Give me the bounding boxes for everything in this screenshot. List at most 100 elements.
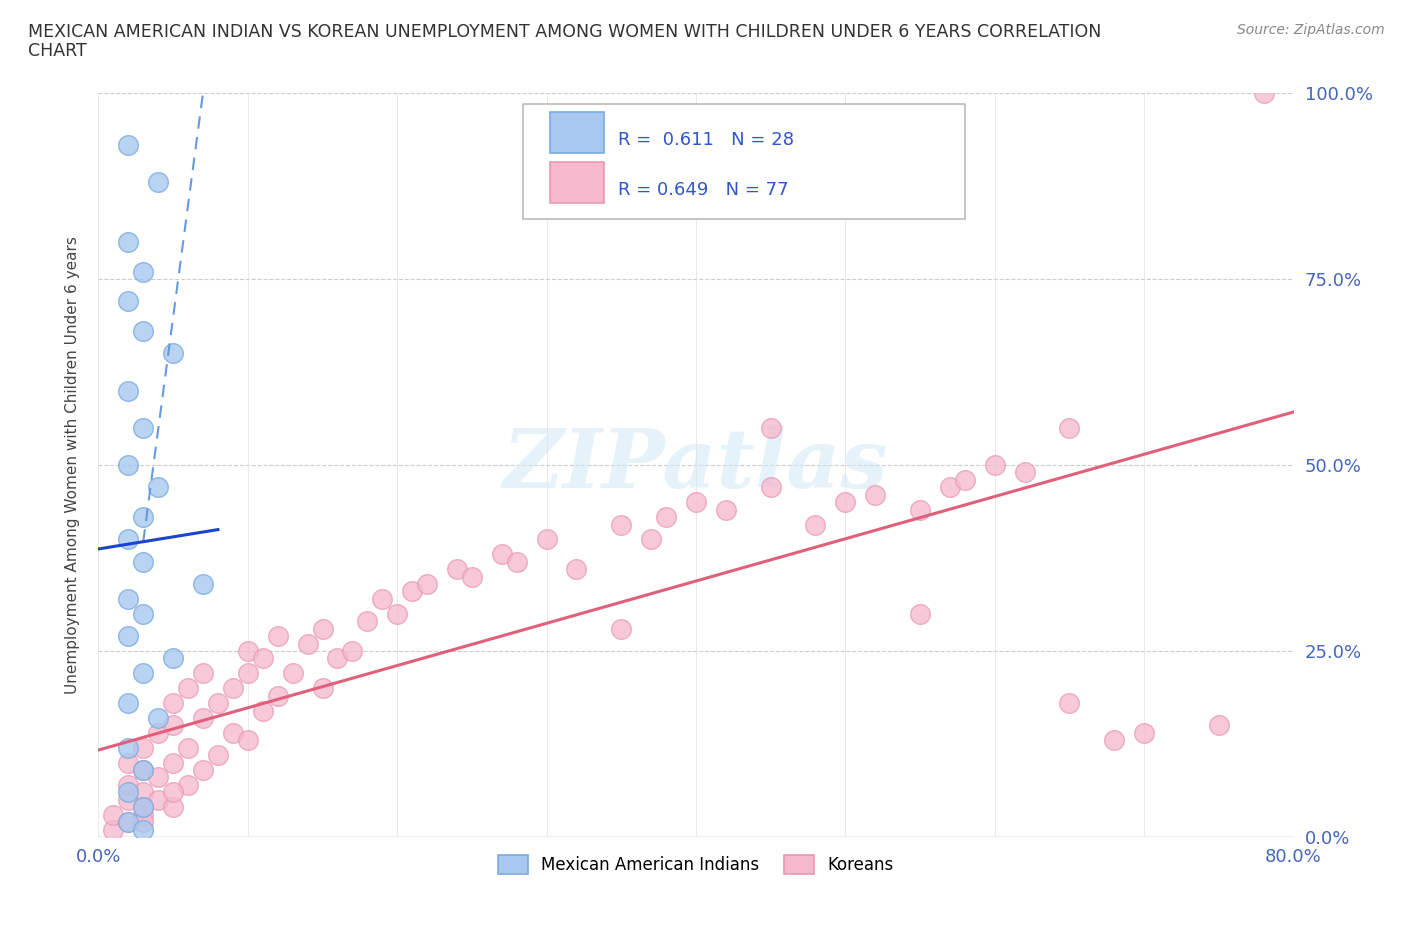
Point [191, 577, 214, 591]
Point [1208, 718, 1230, 733]
Point [506, 554, 529, 569]
Point [132, 420, 155, 435]
Point [132, 324, 155, 339]
Point [401, 584, 423, 599]
Point [281, 666, 304, 681]
Point [117, 138, 139, 153]
Point [117, 777, 139, 792]
Point [834, 495, 856, 510]
Point [177, 740, 200, 755]
FancyBboxPatch shape [523, 104, 965, 219]
Point [311, 681, 333, 696]
Point [207, 696, 229, 711]
Point [132, 763, 155, 777]
Point [177, 777, 200, 792]
Text: R = 0.649   N = 77: R = 0.649 N = 77 [619, 180, 789, 199]
Point [191, 711, 214, 725]
Point [640, 532, 662, 547]
Point [162, 785, 184, 800]
Point [865, 487, 887, 502]
Point [148, 770, 170, 785]
Point [132, 822, 155, 837]
Point [132, 606, 155, 621]
Point [148, 711, 170, 725]
Point [117, 696, 139, 711]
Point [162, 696, 184, 711]
Text: ZIPatlas: ZIPatlas [503, 425, 889, 505]
Point [117, 532, 139, 547]
Point [714, 502, 737, 517]
Point [759, 420, 782, 435]
Point [103, 807, 125, 822]
Point [371, 591, 394, 606]
Point [655, 510, 678, 525]
Point [446, 562, 468, 577]
Point [117, 591, 139, 606]
Point [117, 629, 139, 644]
Point [117, 785, 139, 800]
Point [416, 577, 439, 591]
Point [132, 666, 155, 681]
Point [311, 621, 333, 636]
Point [326, 651, 349, 666]
Point [162, 755, 184, 770]
Point [132, 554, 155, 569]
Point [132, 763, 155, 777]
Point [984, 458, 1007, 472]
Point [610, 517, 633, 532]
Bar [550, 113, 605, 153]
Point [132, 800, 155, 815]
Bar [550, 162, 605, 203]
Point [297, 636, 319, 651]
Point [117, 294, 139, 309]
Point [342, 644, 364, 658]
Point [267, 688, 290, 703]
Text: Source: ZipAtlas.com: Source: ZipAtlas.com [1237, 23, 1385, 37]
Point [117, 234, 139, 249]
Point [117, 740, 139, 755]
Point [1059, 420, 1081, 435]
Point [162, 651, 184, 666]
Point [685, 495, 707, 510]
Point [117, 383, 139, 398]
Point [132, 740, 155, 755]
Point [162, 800, 184, 815]
Point [610, 621, 633, 636]
Point [132, 785, 155, 800]
Point [252, 651, 274, 666]
Point [207, 748, 229, 763]
Point [1253, 86, 1275, 100]
Point [148, 175, 170, 190]
Point [536, 532, 558, 547]
Point [132, 800, 155, 815]
Point [148, 480, 170, 495]
Text: MEXICAN AMERICAN INDIAN VS KOREAN UNEMPLOYMENT AMONG WOMEN WITH CHILDREN UNDER 6: MEXICAN AMERICAN INDIAN VS KOREAN UNEMPL… [28, 23, 1101, 41]
Point [222, 681, 245, 696]
Point [385, 606, 409, 621]
Point [177, 681, 200, 696]
Point [117, 792, 139, 807]
Point [1014, 465, 1036, 480]
Point [191, 666, 214, 681]
Point [461, 569, 484, 584]
Point [356, 614, 378, 629]
Point [939, 480, 962, 495]
Text: R =  0.611   N = 28: R = 0.611 N = 28 [619, 131, 794, 149]
Point [1133, 725, 1156, 740]
Point [103, 822, 125, 837]
Point [491, 547, 513, 562]
Point [953, 472, 976, 487]
Point [117, 458, 139, 472]
Point [236, 733, 259, 748]
Point [132, 807, 155, 822]
Point [117, 815, 139, 830]
Point [191, 763, 214, 777]
Point [236, 666, 259, 681]
Point [148, 792, 170, 807]
Point [132, 510, 155, 525]
Point [162, 346, 184, 361]
Point [908, 502, 931, 517]
Point [117, 755, 139, 770]
Point [565, 562, 588, 577]
Point [267, 629, 290, 644]
